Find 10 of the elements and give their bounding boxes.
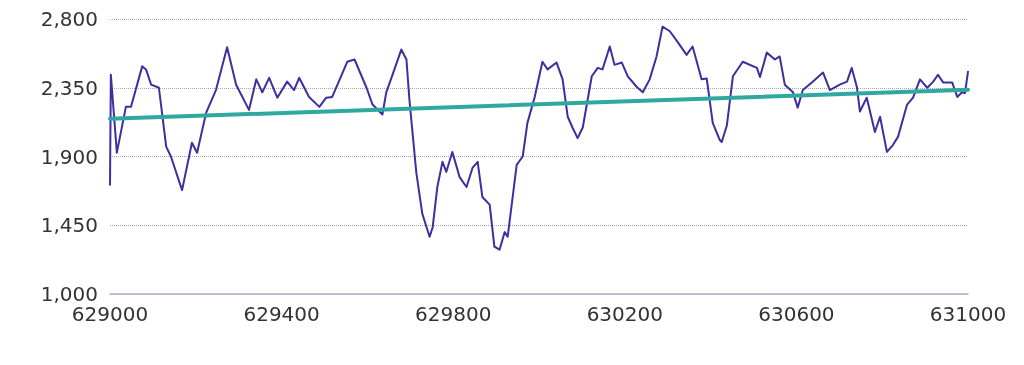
y-tick-label: 2,800 xyxy=(40,7,98,31)
y-tick-label: 1,900 xyxy=(40,144,98,169)
x-tick-label: 629800 xyxy=(415,302,492,326)
x-tick-label: 631000 xyxy=(929,302,1007,326)
line-series xyxy=(109,25,969,251)
x-tick-label: 629400 xyxy=(243,302,320,326)
y-tick-label: 1,450 xyxy=(40,213,98,238)
y-tick-label: 2,350 xyxy=(40,75,98,100)
x-tick-label: 630200 xyxy=(586,302,663,326)
x-tick-label: 630600 xyxy=(758,302,835,326)
